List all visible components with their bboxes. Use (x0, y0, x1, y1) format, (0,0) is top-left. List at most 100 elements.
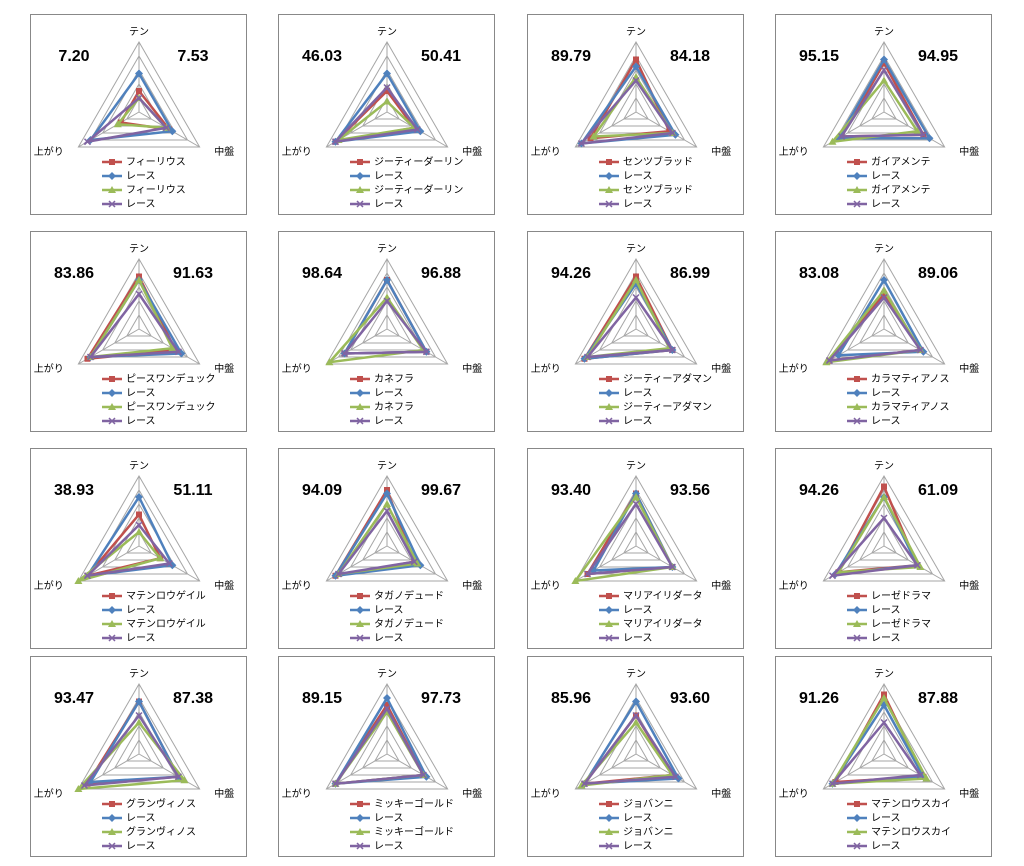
axis-label: 上がり (34, 145, 64, 158)
grid-ring (858, 725, 910, 769)
legend-label: レース (126, 605, 156, 616)
marker (880, 293, 888, 302)
marker (913, 561, 921, 569)
series-line (88, 277, 175, 359)
marker (880, 286, 888, 294)
series-line (335, 508, 417, 576)
axis-label: 中盤 (711, 787, 731, 800)
axis-label: 中盤 (711, 362, 731, 375)
legend-label: マリアイリダータ (623, 589, 703, 602)
legend-label: ジーティーアダマン (623, 372, 712, 385)
annotation: 7.20 (58, 48, 89, 65)
grid-ring (834, 55, 934, 141)
axis-label: 中盤 (214, 362, 234, 375)
marker (583, 570, 592, 578)
marker (880, 493, 888, 500)
axis-spoke (635, 545, 697, 582)
annotation: 87.38 (173, 690, 213, 707)
marker (383, 97, 391, 105)
axis-label: 上がり (531, 787, 561, 800)
marker (606, 593, 612, 599)
grid-ring (337, 55, 437, 141)
marker (577, 781, 586, 789)
grid-ring (126, 314, 152, 337)
marker (583, 353, 592, 361)
legend-label: カネフラ (374, 373, 414, 385)
grid-ring (610, 300, 662, 344)
axis-label: テン (626, 461, 646, 472)
grid-ring (623, 738, 649, 762)
grid-ring (325, 474, 449, 582)
axis-spoke (883, 545, 945, 582)
grid-ring (871, 738, 897, 762)
axis-label: テン (874, 461, 894, 472)
marker (666, 128, 673, 135)
legend-label: レース (126, 813, 156, 824)
grid-ring (574, 474, 698, 582)
legend-label: レース (126, 388, 156, 399)
grid-ring (610, 517, 662, 561)
annotation: 7.53 (177, 48, 208, 65)
annotation: 84.18 (670, 48, 710, 65)
annotation: 51.11 (173, 482, 212, 499)
series-line (572, 494, 675, 583)
marker (83, 572, 92, 580)
grid-ring (361, 517, 413, 561)
marker (383, 297, 391, 305)
legend-label: カラマティアノス (871, 401, 950, 413)
grid-ring (858, 517, 910, 561)
marker (356, 172, 364, 180)
marker (109, 159, 115, 165)
grid-ring (77, 475, 201, 582)
legend-label: レース (126, 171, 156, 182)
legend-label: マテンロウゲイル (126, 618, 206, 630)
legend-label: マテンロウスカイ (871, 798, 951, 810)
legend-label: センツブラッド (623, 183, 693, 196)
grid-ring (126, 739, 152, 762)
marker (571, 577, 580, 584)
annotation: 93.40 (551, 482, 591, 499)
legend-label: レーゼドラマ (871, 618, 931, 630)
legend-label: レース (623, 633, 653, 644)
marker (331, 138, 340, 146)
grid-ring (374, 739, 400, 762)
axis-label: 中盤 (711, 145, 731, 158)
marker (135, 69, 143, 78)
series-line (333, 490, 423, 578)
grid-ring (871, 530, 897, 554)
series-line (581, 713, 678, 786)
marker (80, 781, 88, 790)
axis-label: テン (626, 244, 646, 255)
legend-label: レース (126, 633, 156, 644)
legend-label: ジョバンニ (623, 798, 674, 810)
marker (880, 76, 888, 84)
axis-label: テン (129, 27, 149, 38)
series-line (81, 713, 181, 788)
marker (356, 403, 364, 410)
legend-label: タガノデュード (374, 589, 444, 602)
marker (108, 606, 116, 614)
marker (632, 76, 640, 85)
grid-ring (113, 725, 165, 769)
marker (633, 56, 639, 63)
axis-spoke (635, 753, 697, 790)
marker (108, 200, 116, 208)
marker (117, 119, 124, 126)
grid-ring (623, 313, 649, 337)
marker (853, 417, 861, 425)
marker (606, 376, 612, 382)
annotation: 98.64 (302, 265, 342, 282)
grid-ring (610, 83, 662, 127)
grid-ring (822, 257, 946, 365)
marker (605, 200, 613, 208)
grid-ring (89, 54, 189, 141)
marker (916, 346, 924, 354)
legend-label: レース (374, 841, 404, 852)
axis-label: 中盤 (462, 787, 482, 800)
annotation: 83.08 (799, 265, 839, 282)
